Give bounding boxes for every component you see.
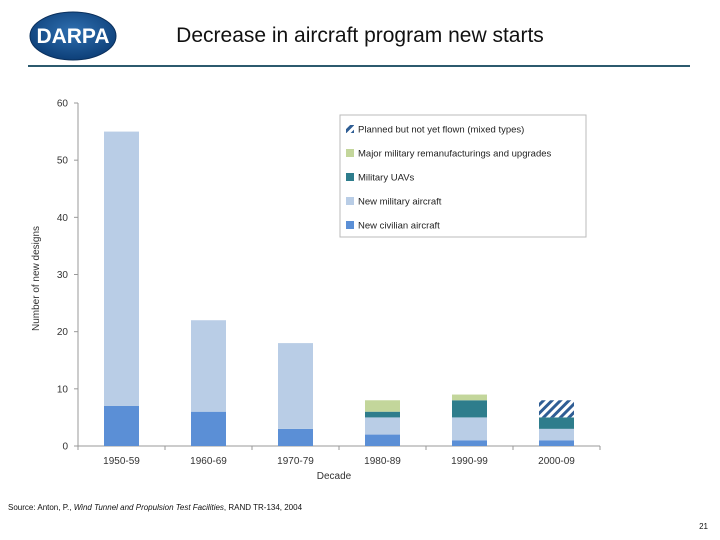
bar-uavs-1990-99 bbox=[452, 400, 487, 418]
bar-new_military-1980-89 bbox=[365, 417, 400, 435]
y-tick-label: 10 bbox=[57, 384, 69, 395]
x-tick-label: 2000-09 bbox=[538, 456, 575, 467]
legend-label-new_civilian: New civilian aircraft bbox=[358, 221, 440, 232]
bar-new_military-1960-69 bbox=[191, 320, 226, 412]
source-suffix: , RAND TR-134, 2004 bbox=[223, 503, 303, 512]
page-title: Decrease in aircraft program new starts bbox=[176, 24, 544, 47]
legend-label-uavs: Military UAVs bbox=[358, 173, 415, 184]
bar-new_military-1990-99 bbox=[452, 417, 487, 441]
bar-new_civilian-1990-99 bbox=[452, 440, 487, 446]
bar-remanufacturing-1990-99 bbox=[452, 394, 487, 401]
legend-swatch-new_military bbox=[346, 197, 354, 205]
bar-new_military-1970-79 bbox=[278, 343, 313, 429]
x-tick-label: 1970-79 bbox=[277, 456, 314, 467]
legend-swatch-uavs bbox=[346, 173, 354, 181]
bar-new_civilian-1970-79 bbox=[278, 428, 313, 446]
legend-label-remanufacturing: Major military remanufacturings and upgr… bbox=[358, 149, 552, 160]
legend-swatch-planned bbox=[346, 125, 354, 133]
legend-swatch-remanufacturing bbox=[346, 149, 354, 157]
x-axis-title: Decade bbox=[317, 471, 352, 482]
y-tick-label: 50 bbox=[57, 156, 69, 167]
legend-swatch-new_civilian bbox=[346, 221, 354, 229]
bar-new_civilian-2000-09 bbox=[539, 440, 574, 446]
y-tick-label: 30 bbox=[57, 270, 69, 281]
bar-remanufacturing-1980-89 bbox=[365, 400, 400, 412]
x-tick-label: 1950-59 bbox=[103, 456, 140, 467]
legend-label-new_military: New military aircraft bbox=[358, 197, 442, 208]
source-prefix: Source: Anton, P., bbox=[8, 503, 74, 512]
legend-label-planned: Planned but not yet flown (mixed types) bbox=[358, 125, 524, 136]
y-axis-title: Number of new designs bbox=[31, 226, 42, 331]
stacked-bar-chart: 0 10 20 30 40 50 60 Number of new designs Decade… bbox=[31, 99, 601, 482]
y-tick-label: 40 bbox=[57, 213, 69, 224]
y-tick-label: 60 bbox=[57, 99, 69, 110]
legend-box bbox=[339, 114, 587, 238]
bar-planned-2000-09 bbox=[539, 400, 574, 418]
darpa-logo: DARPA bbox=[29, 11, 117, 61]
logo-text: DARPA bbox=[36, 25, 109, 48]
bar-new_civilian-1980-89 bbox=[365, 434, 400, 446]
y-tick-label: 0 bbox=[62, 442, 68, 453]
x-tick-label: 1980-89 bbox=[364, 456, 401, 467]
source-citation: Source: Anton, P., Wind Tunnel and Propu… bbox=[8, 503, 302, 512]
page-number: 21 bbox=[699, 522, 708, 531]
bar-new_military-1950-59 bbox=[104, 131, 139, 406]
bar-new_military-2000-09 bbox=[539, 428, 574, 441]
bar-new_civilian-1960-69 bbox=[191, 411, 226, 446]
bar-new_civilian-1950-59 bbox=[104, 405, 139, 446]
x-tick-label: 1960-69 bbox=[190, 456, 227, 467]
source-title: Wind Tunnel and Propulsion Test Faciliti… bbox=[73, 503, 224, 512]
title-divider bbox=[28, 65, 690, 67]
bar-uavs-2000-09 bbox=[539, 417, 574, 429]
x-tick-label: 1990-99 bbox=[451, 456, 488, 467]
bar-uavs-1980-89 bbox=[365, 411, 400, 418]
y-tick-label: 20 bbox=[57, 327, 69, 338]
